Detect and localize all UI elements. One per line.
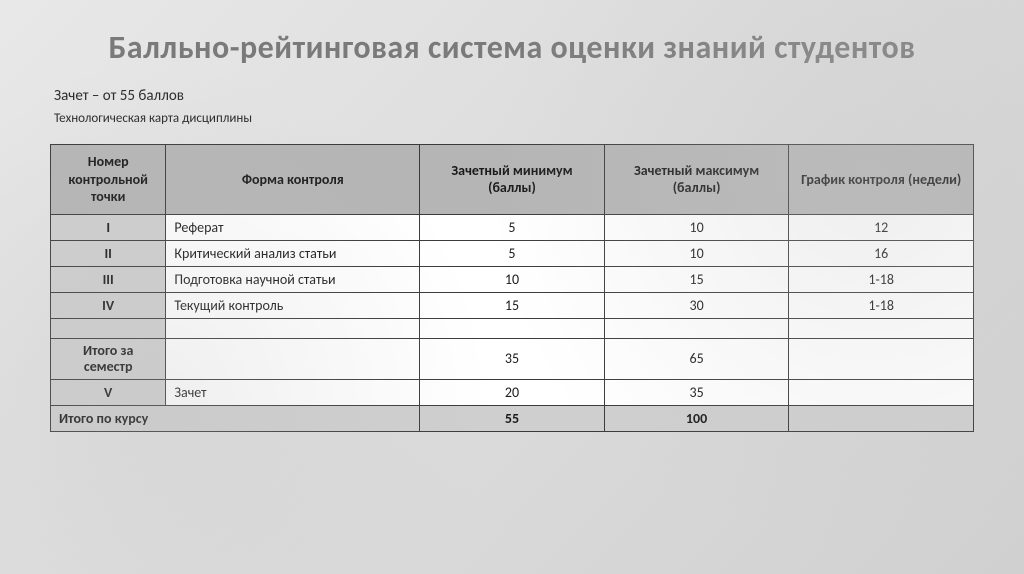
cell-max: 35 [604, 379, 789, 405]
cell-num: III [51, 266, 166, 292]
pass-threshold: Зачет – от 55 баллов [54, 87, 974, 105]
course-label: Итого по курсу [51, 405, 420, 431]
cell-form: Текущий контроль [166, 292, 420, 318]
table-row: I Реферат 5 10 12 [51, 214, 974, 240]
semester-max: 65 [604, 338, 789, 379]
cell-form: Зачет [166, 379, 420, 405]
cell-max: 10 [604, 214, 789, 240]
grading-table: Номер контрольной точки Форма контроля З… [50, 144, 974, 432]
cell-sched: 12 [789, 214, 974, 240]
cell-max: 30 [604, 292, 789, 318]
table-row: IV Текущий контроль 15 30 1-18 [51, 292, 974, 318]
col-header-schedule: График контроля (недели) [789, 145, 974, 215]
tech-map-label: Технологическая карта дисциплины [54, 111, 974, 126]
cell-max: 10 [604, 240, 789, 266]
cell-num: II [51, 240, 166, 266]
cell-min: 20 [420, 379, 605, 405]
cell-num: V [51, 379, 166, 405]
semester-label: Итого за семестр [51, 338, 166, 379]
col-header-max: Зачетный максимум (баллы) [604, 145, 789, 215]
cell-min: 10 [420, 266, 605, 292]
course-total-row: Итого по курсу 55 100 [51, 405, 974, 431]
cell-max: 15 [604, 266, 789, 292]
table-row: III Подготовка научной статьи 10 15 1-18 [51, 266, 974, 292]
col-header-min: Зачетный минимум (баллы) [420, 145, 605, 215]
cell-num: I [51, 214, 166, 240]
cell-form: Подготовка научной статьи [166, 266, 420, 292]
course-max: 100 [604, 405, 789, 431]
cell-sched: 1-18 [789, 266, 974, 292]
cell-form: Реферат [166, 214, 420, 240]
cell-sched: 16 [789, 240, 974, 266]
cell-min: 5 [420, 240, 605, 266]
exam-row: V Зачет 20 35 [51, 379, 974, 405]
semester-min: 35 [420, 338, 605, 379]
slide-title: Балльно-рейтинговая система оценки знани… [0, 0, 1024, 67]
table-header-row: Номер контрольной точки Форма контроля З… [51, 145, 974, 215]
course-min: 55 [420, 405, 605, 431]
table-row: II Критический анализ статьи 5 10 16 [51, 240, 974, 266]
cell-min: 5 [420, 214, 605, 240]
cell-num: IV [51, 292, 166, 318]
semester-total-row: Итого за семестр 35 65 [51, 338, 974, 379]
cell-sched: 1-18 [789, 292, 974, 318]
cell-form: Критический анализ статьи [166, 240, 420, 266]
col-header-number: Номер контрольной точки [51, 145, 166, 215]
empty-row [51, 318, 974, 338]
col-header-form: Форма контроля [166, 145, 420, 215]
cell-min: 15 [420, 292, 605, 318]
